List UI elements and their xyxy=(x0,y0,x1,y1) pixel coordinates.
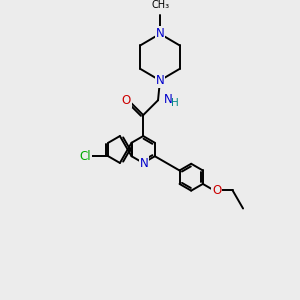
Text: O: O xyxy=(212,184,221,197)
Text: Cl: Cl xyxy=(79,150,91,163)
Text: N: N xyxy=(156,74,164,87)
Text: O: O xyxy=(122,94,131,107)
Text: N: N xyxy=(164,93,172,106)
Text: H: H xyxy=(171,98,178,108)
Text: N: N xyxy=(156,27,164,40)
Text: CH₃: CH₃ xyxy=(152,0,170,10)
Text: N: N xyxy=(140,158,148,170)
